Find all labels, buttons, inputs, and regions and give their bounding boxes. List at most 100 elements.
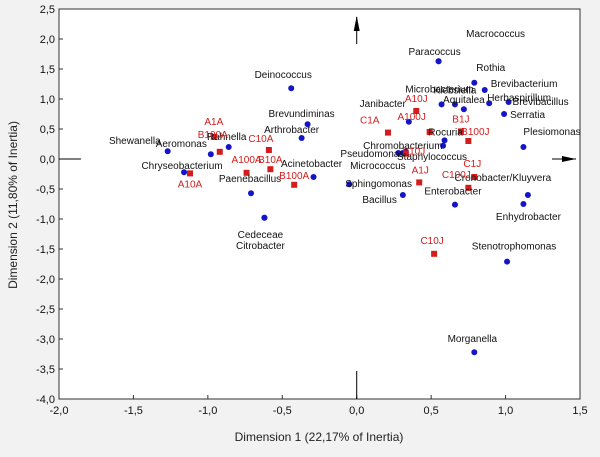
bacteria-point [441,137,448,144]
bacteria-point [261,214,268,221]
sample-point [416,179,423,186]
bacteria-label: Pseudomonas [340,149,404,160]
bacteria-label: Citrobacter [236,241,286,252]
y-tick-label: -2,0 [36,274,55,286]
sample-point [291,181,298,188]
bacteria-point [405,118,412,125]
bacteria-label: Bacillus [362,195,396,206]
x-tick-label: -2,0 [50,405,69,417]
bacteria-label: Microbacterium [405,84,473,95]
sample-point [457,128,464,135]
x-tick-label: -1,5 [124,405,143,417]
bacteria-point [471,79,478,86]
sample-label: C10A [248,134,273,145]
bacteria-point [207,151,214,158]
sample-label: C100J [442,170,471,181]
bacteria-point [304,121,311,128]
sample-point [267,166,274,173]
sample-point [465,138,472,144]
bacteria-label: Enhydrobacter [496,212,562,223]
bacteria-point [486,100,493,107]
bacteria-point [451,101,458,108]
bacteria-label: Brevibacillus [513,97,569,108]
sample-point [426,129,433,135]
bacteria-label: Morganella [448,334,498,345]
bacteria-label: Cronobacter/Kluyvera [455,173,552,184]
bacteria-label: Macrococcus [466,29,525,40]
sample-label: B100A [198,130,228,141]
up-arrow [353,16,360,31]
sample-label: B10A [258,155,283,166]
bacteria-label: Rahnella [207,132,247,143]
x-tick-label: 1,0 [498,405,513,417]
bacteria-point [501,111,508,117]
y-tick-label: 2,5 [40,4,55,16]
sample-point [471,174,478,180]
sample-point [216,148,223,155]
bacteria-label: Aquitalea [443,95,485,106]
bacteria-label: Herbaspirillum [487,93,551,104]
sample-label: A1A [204,117,223,128]
bacteria-label: Chryseobacterium [141,161,222,172]
bacteria-label: Rocuria [428,127,463,138]
plot-area [58,8,581,400]
x-tick-label: 0,0 [349,405,364,417]
sample-point [243,169,250,176]
bacteria-label: Rothia [476,63,505,74]
bacteria-point [164,148,171,155]
bacteria-label: Stenotrophomonas [472,242,557,253]
sample-point [431,250,438,257]
bacteria-point [520,144,527,150]
y-tick-label: -4,0 [36,394,55,406]
sample-label: B1J [452,114,469,125]
y-tick-label: -3,0 [36,334,55,346]
y-tick-label: -1,0 [36,214,55,226]
x-tick-label: 0,5 [423,405,438,417]
bacteria-point [435,58,442,65]
bacteria-point [346,181,353,188]
bacteria-label: Sphingomonas [345,179,412,190]
y-tick-label: 0,5 [40,124,55,136]
bacteria-label: Shewanella [109,136,161,147]
bacteria-point [310,174,317,180]
y-tick-label: 0,0 [40,154,55,166]
bacteria-label: Acinetobacter [281,159,343,170]
bacteria-point [438,101,445,108]
bacteria-point [288,85,295,92]
y-tick-label: -0,5 [36,184,55,196]
y-axis-title: Dimension 2 (11,80% of Inertia) [6,121,20,289]
sample-label: A1J [412,165,429,176]
y-tick-label: 2,0 [40,34,55,46]
sample-point [465,184,472,191]
sample-label: A10J [405,94,428,105]
bacteria-label: Aeromonas [156,139,207,150]
bacteria-point [225,144,232,150]
sample-label: C1A [360,116,380,127]
bacteria-label: Paracoccus [408,47,460,58]
bacteria-point [181,169,188,176]
bacteria-point [298,135,305,141]
y-tick-label: 1,0 [40,94,55,106]
bacteria-label: Klebsiella [434,85,477,96]
sample-label: C1J [463,159,481,170]
x-tick-label: -1,0 [198,405,217,417]
bacteria-label: Janibacter [360,99,407,110]
bacteria-label: Micrococcus [350,161,406,172]
bacteria-point [520,201,527,207]
bacteria-point [504,258,511,265]
sample-label: B10J [402,147,425,158]
y-tick-label: 1,5 [40,64,55,76]
bacteria-label: Enterobacter [424,187,482,198]
sample-point [402,150,409,157]
bacteria-point [471,349,478,356]
x-tick-label: 1,5 [572,405,587,417]
x-tick-label: -0,5 [273,405,292,417]
x-axis-title: Dimension 1 (22,17% of Inertia) [235,430,404,444]
bacteria-label: Staphylococcus [397,152,467,163]
bacteria-point [481,87,488,93]
bacteria-point [399,192,406,198]
bacteria-label: Plesiomonas [523,127,580,138]
sample-label: B100A [279,171,309,182]
bacteria-label: Chromobacterium [363,141,442,152]
